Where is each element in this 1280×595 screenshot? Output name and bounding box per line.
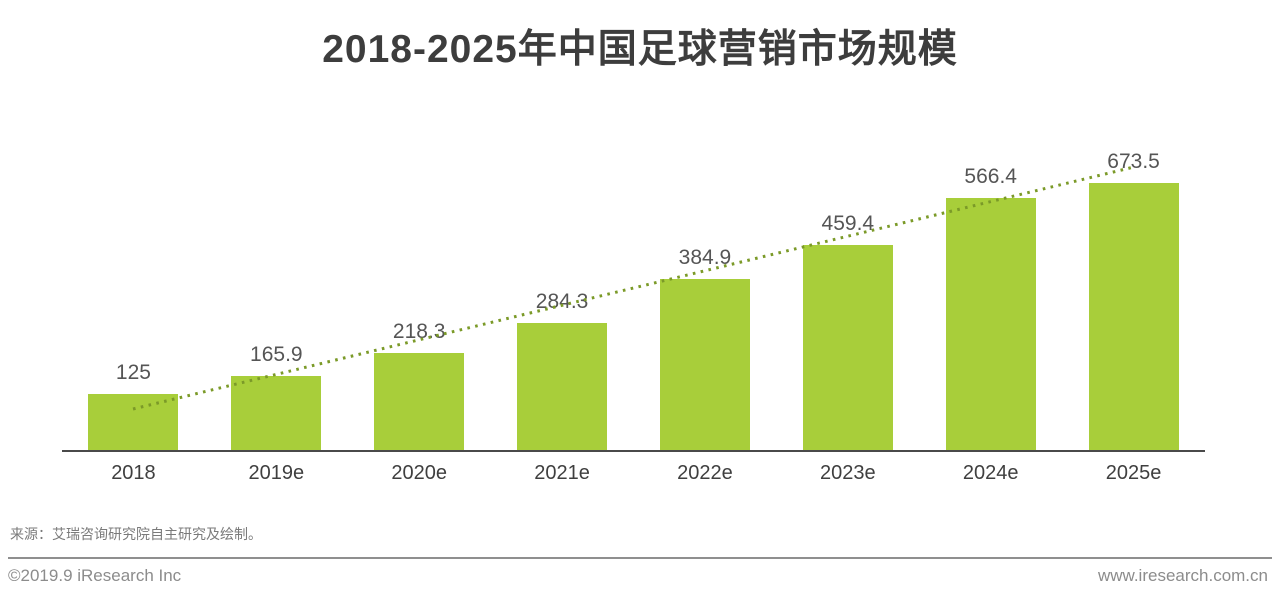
x-axis-label: 2021e	[534, 462, 590, 484]
x-axis-label: 2019e	[248, 462, 305, 484]
bar	[88, 394, 179, 450]
copyright-text: ©2019.9 iResearch Inc	[8, 566, 182, 585]
x-axis-line	[62, 450, 1205, 452]
bar-value-label: 125	[115, 361, 151, 385]
website-link[interactable]: www.iresearch.com.cn	[1097, 566, 1268, 585]
bar-group: 165.9	[205, 150, 348, 450]
bars-container: 125 165.9 218.3 284.3 384.9 459.4 566.4 673.5	[62, 150, 1205, 450]
bar	[945, 197, 1036, 450]
bar-group: 384.9	[634, 150, 777, 450]
bar-value-label: 566.4	[964, 164, 1017, 188]
footer-divider	[8, 557, 1272, 559]
x-axis-label: 2025e	[1105, 462, 1162, 484]
bar-value-label: 284.3	[535, 290, 589, 314]
bar-group: 125	[62, 150, 205, 450]
bar	[517, 323, 608, 450]
x-axis-label: 2022e	[677, 462, 733, 484]
x-axis-labels: 2018 2019e 2020e 2021e 2022e 2023e 2024e 2025e	[62, 462, 1205, 485]
bar	[374, 352, 465, 450]
bar	[1088, 183, 1179, 450]
bar-value-label: 673.5	[1107, 150, 1160, 173]
source-note: 来源：艾瑞咨询研究院自主研究及绘制。	[10, 526, 262, 542]
bar	[802, 245, 893, 450]
footer-row: ©2019.9 iResearch Inc www.iresearch.com.…	[8, 566, 1268, 586]
bar-value-label: 459.4	[821, 212, 875, 236]
bar-chart: 125 165.9 218.3 284.3 384.9 459.4 566.4 673.5 2…	[62, 150, 1205, 485]
bar-group: 673.5	[1062, 150, 1205, 450]
bar-group: 218.3	[348, 150, 491, 450]
bar	[659, 278, 750, 450]
bar-value-label: 384.9	[678, 245, 732, 269]
x-axis-label: 2018	[111, 462, 156, 484]
bar-group: 566.4	[919, 150, 1062, 450]
chart-title: 2018-2025年中国足球营销市场规模	[322, 28, 958, 71]
bar-group: 284.3	[491, 150, 634, 450]
bar-group: 459.4	[776, 150, 919, 450]
x-axis-label: 2023e	[820, 462, 876, 484]
bar	[231, 376, 322, 450]
bar-value-label: 165.9	[250, 343, 303, 367]
x-axis-label: 2020e	[391, 462, 447, 484]
bar-value-label: 218.3	[392, 319, 446, 343]
x-axis-label: 2024e	[962, 462, 1019, 484]
